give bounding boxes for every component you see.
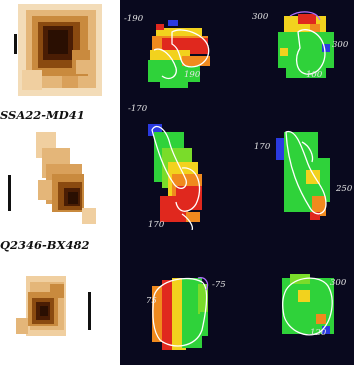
galaxy-thumbnail-3 [12,262,104,360]
scale-bar-3 [88,292,91,330]
velocity-label: -190 [124,14,144,24]
velocity-label: 250 [336,184,353,194]
galaxy-thumbnail-2 [12,124,104,232]
velocity-map-row3-right [282,274,334,336]
velocity-label: -170 [128,104,148,114]
row-label-q2346-bx482: Q2346-BX482 [0,238,90,252]
velocity-map-row3-left [152,277,209,350]
velocity-label: 170 [148,220,165,230]
velocity-label: 100 [306,70,323,80]
velocity-label: 120 [310,328,327,338]
velocity-label: 300 [332,40,349,50]
velocity-label: 300 [252,12,269,22]
velocity-label: 75 [146,296,157,306]
velocity-label: -75 [212,280,226,290]
row-label-ssa22-md41: SSA22-MD41 [0,108,85,122]
velocity-label: 190 [184,70,201,80]
galaxy-image-column: SSA22-MD41 Q2346-BX482 [0,0,120,365]
velocity-map-panel: -190 190 300 300 100 -170 170 [120,0,354,365]
velocity-label: 170 [254,142,271,152]
velocity-label: 300 [330,278,347,288]
scale-bar-2 [8,175,11,211]
galaxy-thumbnail-1 [12,0,104,100]
velocity-map-row1-right [278,11,334,78]
velocity-map-row2-left [148,124,202,230]
velocity-map-row1-left [148,20,210,88]
velocity-map-row2-right [276,130,330,220]
